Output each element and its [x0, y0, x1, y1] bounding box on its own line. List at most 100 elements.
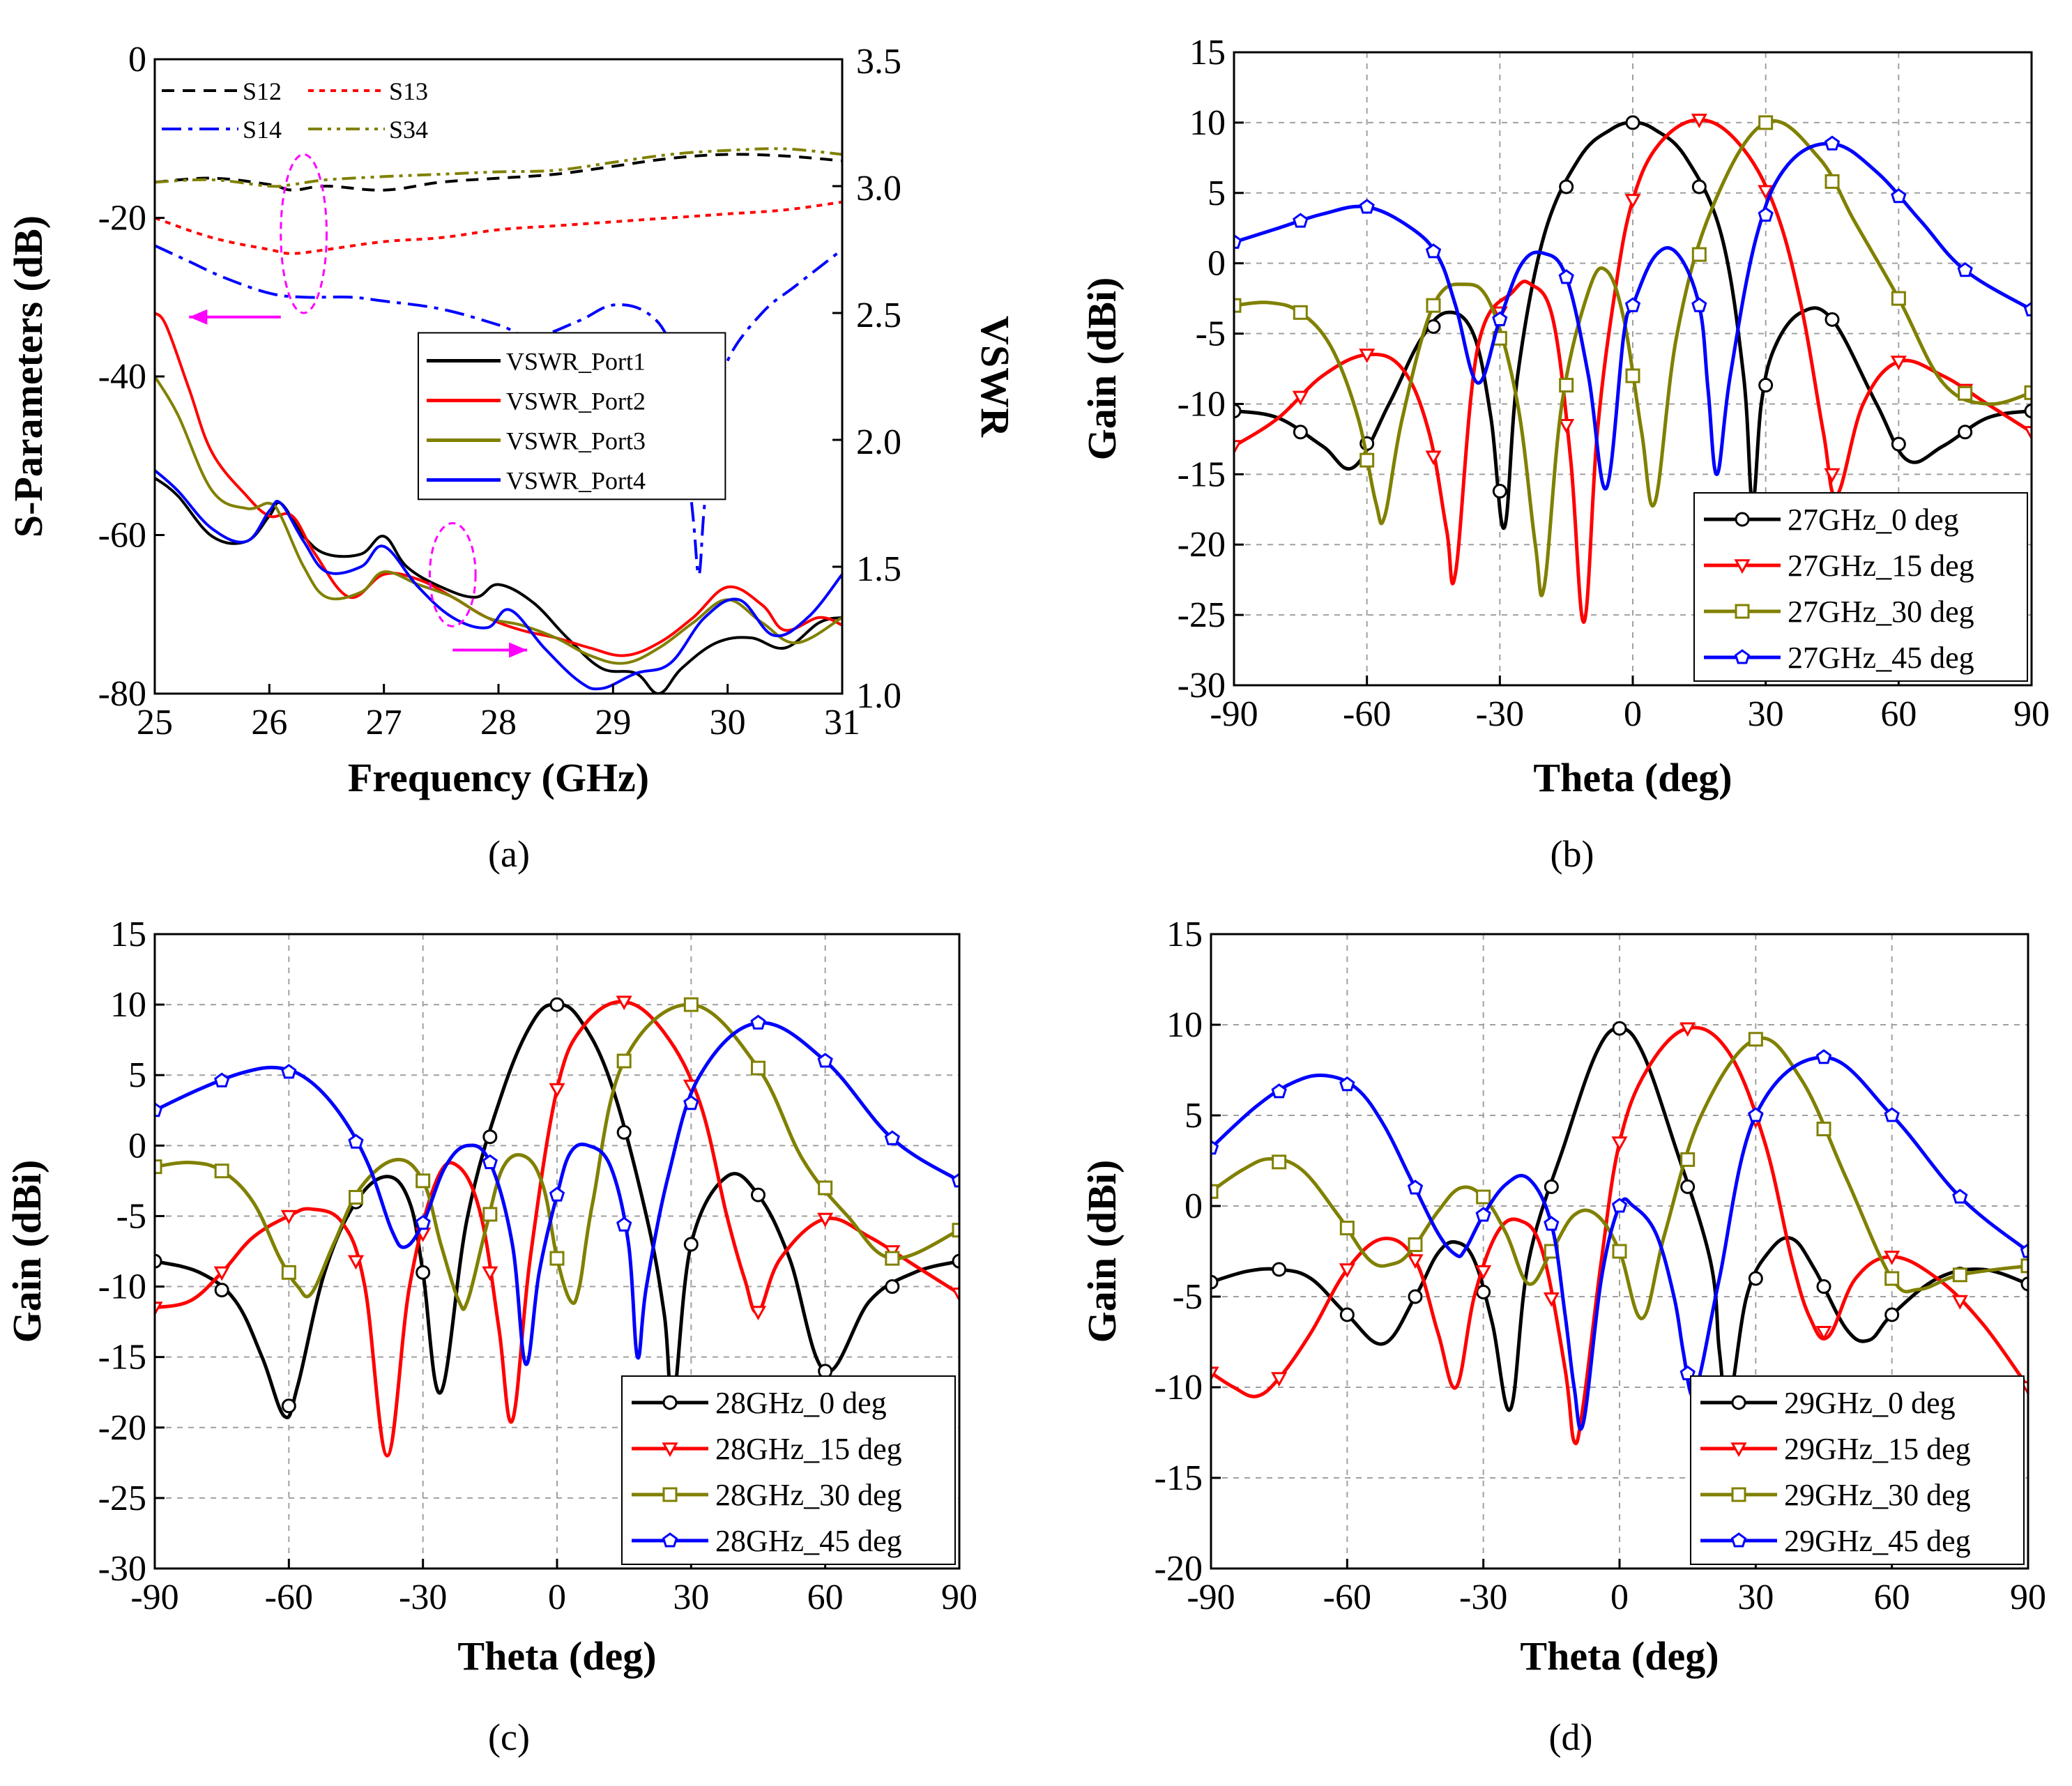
y-tick-label: 15 — [1166, 915, 1203, 954]
data-point — [348, 1134, 364, 1149]
data-point — [2023, 301, 2032, 316]
y2-tick-label: 1.5 — [856, 549, 901, 589]
legend-entry: 29GHz_0 deg — [1700, 1386, 1956, 1420]
series-vswr-port4 — [155, 469, 842, 691]
series-line — [155, 1021, 959, 1366]
y-tick-label: -40 — [98, 357, 146, 397]
legend-entry: S12 — [162, 77, 282, 105]
legend-marker — [662, 1487, 678, 1502]
y-tick-label: -25 — [98, 1479, 146, 1518]
series-vswr-port1 — [155, 476, 842, 694]
data-point — [2020, 1381, 2028, 1396]
series-line — [1211, 1026, 2028, 1412]
data-point — [1952, 1267, 1967, 1283]
series-s34 — [155, 147, 842, 188]
data-point — [416, 1265, 431, 1280]
data-point — [1611, 1198, 1628, 1213]
data-point — [1624, 194, 1641, 208]
data-point — [2024, 404, 2032, 419]
data-point — [683, 1094, 699, 1110]
legend-entry: 28GHz_45 deg — [632, 1524, 902, 1558]
x-tick-label: -60 — [1323, 1578, 1371, 1617]
x-tick-label: 30 — [1748, 694, 1784, 734]
x-axis-title: Theta (deg) — [1520, 1633, 1719, 1679]
y-tick-label: -5 — [1173, 1277, 1203, 1317]
data-point — [1884, 1107, 1900, 1122]
legend-label: VSWR_Port2 — [506, 387, 646, 415]
x-axis-title: Theta (deg) — [457, 1633, 656, 1679]
series-28ghz-0-deg — [155, 997, 959, 1419]
data-point — [1558, 419, 1575, 434]
x-tick-label: 60 — [1874, 1578, 1910, 1617]
series-line — [155, 1002, 959, 1311]
data-point — [1271, 1372, 1288, 1387]
legend-box — [621, 1375, 956, 1565]
data-point — [818, 1180, 833, 1196]
data-point — [1211, 1140, 1219, 1155]
data-point — [281, 1398, 296, 1414]
x-tick-label: 0 — [1610, 1578, 1629, 1617]
x-tick-label: 60 — [1880, 694, 1917, 734]
legend-label: 27GHz_45 deg — [1788, 641, 1974, 675]
data-point — [1543, 1292, 1560, 1307]
panel-d-gain-29ghz-chart: -90 -60 -30 0 30 60 90 15 10 5 0 -5 -10 -15 -20 Theta (… — [1079, 915, 2046, 1758]
data-point — [616, 995, 632, 1011]
data-point — [1426, 298, 1441, 313]
x-tick-label: 90 — [2013, 694, 2050, 734]
panel-label: (d) — [1549, 1716, 1593, 1758]
data-point — [751, 1060, 765, 1076]
x-tick-label: -30 — [1476, 694, 1524, 734]
data-point — [1476, 1285, 1491, 1299]
data-point — [549, 1186, 565, 1202]
y-tick-label: 10 — [110, 985, 146, 1025]
data-point — [952, 1253, 959, 1269]
data-point — [1492, 311, 1508, 326]
legend-label: 29GHz_45 deg — [1784, 1524, 1971, 1558]
data-point — [482, 1129, 498, 1145]
data-point — [1891, 188, 1907, 204]
x-tick-label: 25 — [137, 703, 173, 742]
legend-entry: S34 — [308, 116, 428, 144]
panel-b-gain-27ghz-chart: -90 -60 -30 0 30 60 90151050-5-10-15-20-25-30T… — [1079, 33, 2050, 875]
panel-label: (a) — [488, 833, 530, 875]
data-point — [1272, 1154, 1287, 1170]
legend-marker — [662, 1395, 678, 1410]
y-tick-label: -15 — [1155, 1458, 1203, 1498]
legend-label: 29GHz_15 deg — [1784, 1432, 1971, 1466]
legend-vswr: VSWR_Port1 VSWR_Port2 VSWR_Port3 VSWR_Port4 — [417, 332, 726, 501]
y-tick-label: -15 — [1178, 455, 1226, 494]
series-line — [155, 1002, 959, 1419]
x-tick-label: 30 — [673, 1578, 709, 1617]
x-tick-label: 28 — [480, 703, 517, 742]
series-line — [155, 244, 842, 577]
series-27ghz-30-deg — [1234, 115, 2032, 597]
series-line — [155, 476, 842, 694]
data-point — [817, 1053, 833, 1068]
data-point — [1952, 1189, 1968, 1204]
data-point — [280, 1209, 297, 1225]
data-point — [2024, 385, 2032, 400]
legend-s-parameters: S12 S13 S14 S34 — [162, 77, 428, 144]
series-29ghz-45-deg — [1211, 1049, 2028, 1431]
series-line — [1211, 1055, 2028, 1431]
y-tick-label: -5 — [116, 1196, 146, 1236]
legend-label: 27GHz_0 deg — [1788, 503, 1959, 537]
y-tick-label: 15 — [1189, 33, 1226, 72]
data-point — [213, 1266, 230, 1281]
data-point — [616, 1124, 632, 1140]
data-point — [214, 1072, 230, 1087]
legend-marker — [662, 1442, 678, 1458]
x-tick-label: -60 — [1343, 694, 1391, 734]
y-tick-label: -80 — [98, 674, 146, 714]
panel-c-gain-28ghz-chart: -90 -60 -30 0 30 60 90 15 10 5 0 -5 -10 -15 -20 -25 -30 T… — [4, 915, 977, 1758]
data-point — [155, 1302, 163, 1316]
data-point — [1680, 1152, 1696, 1167]
legend-entry: 28GHz_30 deg — [632, 1478, 902, 1512]
data-point — [416, 1173, 431, 1189]
annotation-arrowhead — [189, 309, 208, 325]
data-point — [1691, 297, 1707, 312]
legend-entry: VSWR_Port1 — [426, 347, 646, 375]
data-point — [1544, 1216, 1560, 1231]
series-29ghz-30-deg — [1211, 1032, 2028, 1320]
data-point — [1293, 425, 1308, 440]
